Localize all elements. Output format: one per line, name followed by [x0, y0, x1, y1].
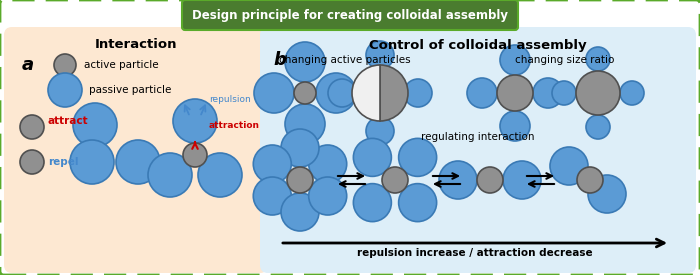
Text: changing size ratio: changing size ratio — [515, 55, 615, 65]
Text: passive particle: passive particle — [89, 85, 172, 95]
Circle shape — [20, 115, 44, 139]
Circle shape — [366, 41, 394, 69]
Circle shape — [500, 45, 530, 75]
Circle shape — [500, 111, 530, 141]
Text: Control of colloidal assembly: Control of colloidal assembly — [369, 39, 587, 51]
Circle shape — [550, 147, 588, 185]
Circle shape — [398, 184, 437, 222]
Circle shape — [477, 167, 503, 193]
Text: repulsion increase / attraction decrease: repulsion increase / attraction decrease — [357, 248, 593, 258]
Circle shape — [309, 145, 346, 183]
FancyBboxPatch shape — [260, 27, 696, 273]
Circle shape — [183, 143, 207, 167]
Circle shape — [116, 140, 160, 184]
Circle shape — [354, 184, 391, 222]
Circle shape — [366, 117, 394, 145]
Circle shape — [552, 81, 576, 105]
Circle shape — [577, 167, 603, 193]
Circle shape — [173, 99, 217, 143]
Circle shape — [439, 161, 477, 199]
Circle shape — [20, 150, 44, 174]
Circle shape — [503, 161, 541, 199]
Circle shape — [54, 54, 76, 76]
FancyBboxPatch shape — [4, 27, 268, 273]
Circle shape — [497, 75, 533, 111]
Wedge shape — [352, 65, 380, 121]
Circle shape — [316, 73, 356, 113]
Circle shape — [48, 73, 82, 107]
Circle shape — [253, 145, 291, 183]
Circle shape — [586, 47, 610, 71]
FancyBboxPatch shape — [182, 0, 518, 30]
Circle shape — [620, 81, 644, 105]
Circle shape — [404, 79, 432, 107]
Circle shape — [253, 177, 291, 215]
Circle shape — [382, 167, 408, 193]
Text: attract: attract — [48, 116, 89, 126]
Circle shape — [287, 167, 313, 193]
Circle shape — [588, 175, 626, 213]
Text: regulating interaction: regulating interaction — [421, 132, 535, 142]
Circle shape — [533, 78, 563, 108]
Circle shape — [576, 71, 620, 115]
Circle shape — [398, 138, 437, 176]
Wedge shape — [380, 65, 408, 121]
Circle shape — [285, 42, 325, 82]
Circle shape — [254, 73, 294, 113]
Circle shape — [281, 129, 319, 167]
Circle shape — [148, 153, 192, 197]
Circle shape — [294, 82, 316, 104]
Text: changing active particles: changing active particles — [279, 55, 411, 65]
Circle shape — [285, 104, 325, 144]
Circle shape — [281, 193, 319, 231]
Circle shape — [73, 103, 117, 147]
Circle shape — [198, 153, 242, 197]
Text: repulsion: repulsion — [209, 95, 251, 103]
Circle shape — [328, 79, 356, 107]
Text: a: a — [22, 56, 34, 74]
Text: Design principle for creating colloidal assembly: Design principle for creating colloidal … — [192, 9, 508, 21]
Text: active particle: active particle — [84, 60, 159, 70]
Circle shape — [354, 138, 391, 176]
Text: b: b — [274, 51, 286, 69]
Circle shape — [309, 177, 346, 215]
Text: attraction: attraction — [209, 120, 260, 130]
Circle shape — [70, 140, 114, 184]
Text: repel: repel — [48, 157, 78, 167]
Circle shape — [586, 115, 610, 139]
Circle shape — [467, 78, 497, 108]
Text: Interaction: Interaction — [94, 39, 177, 51]
